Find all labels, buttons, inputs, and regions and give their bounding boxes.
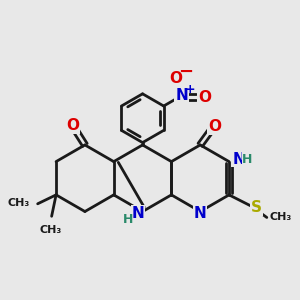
Text: O: O (208, 119, 221, 134)
Text: −: − (178, 62, 193, 80)
Text: CH₃: CH₃ (270, 212, 292, 223)
Text: CH₃: CH₃ (39, 225, 61, 235)
Text: N: N (132, 206, 145, 220)
Text: H: H (122, 213, 133, 226)
Text: H: H (242, 153, 253, 166)
Text: N: N (175, 88, 188, 103)
Text: O: O (67, 118, 80, 133)
Text: +: + (184, 83, 195, 96)
Text: O: O (170, 71, 183, 86)
Text: N: N (194, 206, 207, 220)
Text: N: N (232, 152, 245, 167)
Text: CH₃: CH₃ (7, 198, 29, 208)
Text: O: O (198, 90, 211, 105)
Text: S: S (251, 200, 262, 215)
